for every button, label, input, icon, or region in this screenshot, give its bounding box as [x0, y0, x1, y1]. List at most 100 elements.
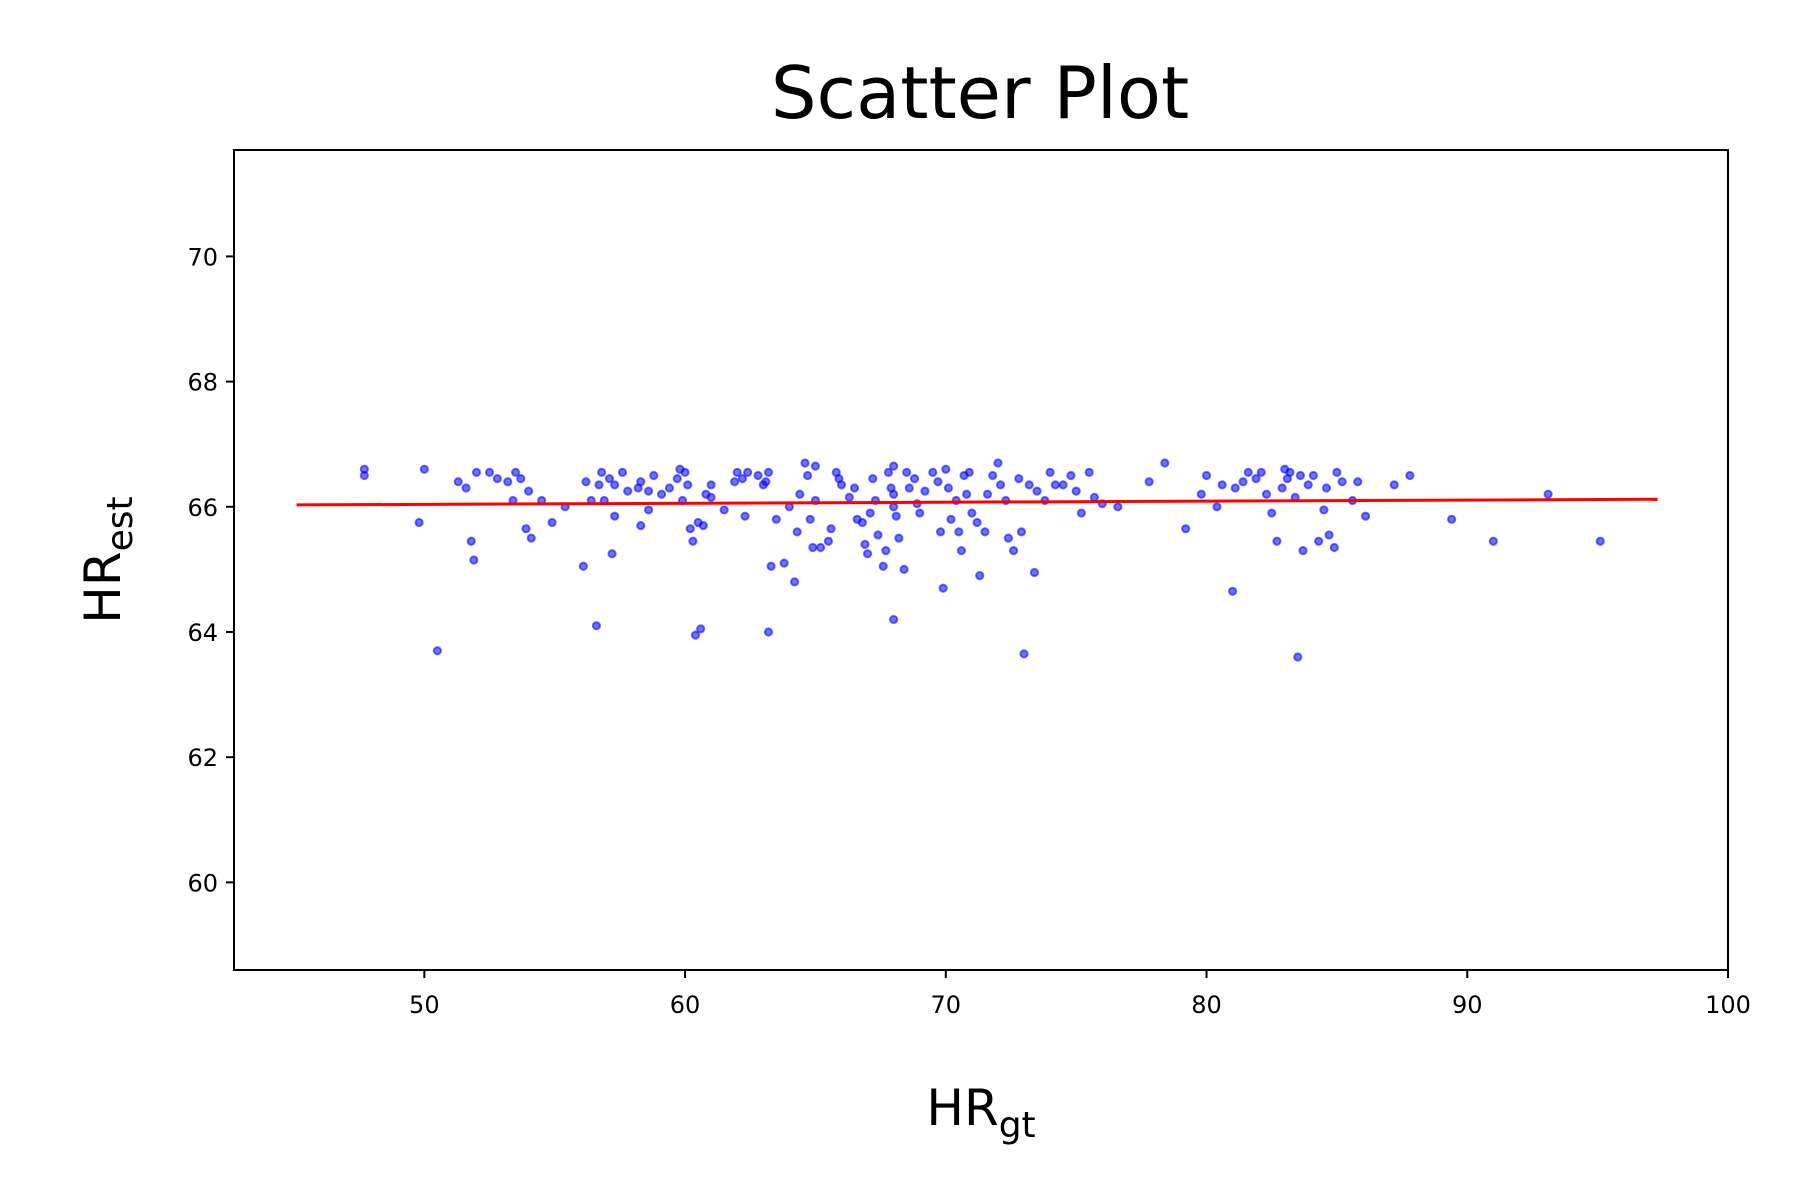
scatter-point — [1303, 480, 1313, 490]
y-tick-label: 66 — [187, 494, 218, 522]
scatter-point — [1319, 505, 1329, 515]
scatter-point — [1003, 533, 1013, 543]
scatter-point — [980, 527, 990, 537]
y-tick-label: 62 — [187, 744, 218, 772]
scatter-point — [414, 517, 424, 528]
scatter-point — [779, 558, 789, 568]
scatter-point — [962, 489, 972, 499]
scatter-point — [1160, 458, 1170, 468]
scatter-point — [503, 477, 513, 487]
scatter-point — [954, 527, 964, 537]
scatter-point — [964, 467, 974, 477]
scatter-point — [1084, 467, 1094, 477]
scatter-point — [484, 467, 495, 477]
x-tick-label: 80 — [1191, 991, 1222, 1019]
scatter-point — [803, 470, 813, 481]
x-tick-label: 50 — [409, 991, 440, 1019]
scatter-point — [795, 489, 805, 499]
scatter-point — [706, 480, 716, 490]
scatter-point — [816, 542, 826, 553]
x-axis-label-main: HR — [926, 1079, 998, 1137]
scatter-point — [1295, 470, 1305, 481]
scatter-point — [810, 461, 821, 471]
scatter-point — [698, 520, 708, 531]
scatter-point — [664, 483, 675, 493]
scatter-point — [956, 546, 967, 556]
plot-area: 50 60 70 80 90 100 60 62 64 66 68 70 — [187, 149, 1751, 1019]
scatter-point — [1212, 502, 1222, 512]
scatter-point — [1029, 567, 1040, 578]
scatter-point — [1228, 586, 1238, 596]
scatter-point — [688, 536, 698, 546]
x-axis-ticks: 50 60 70 80 90 100 — [409, 970, 1751, 1019]
scatter-point — [419, 464, 429, 474]
scatter-point — [889, 614, 899, 625]
scatter-point — [672, 474, 682, 484]
scatter-point — [1298, 546, 1308, 556]
scatter-point — [823, 536, 834, 546]
scatter-point — [1329, 542, 1339, 553]
scatter-point — [453, 477, 463, 487]
scatter-point — [1181, 524, 1191, 534]
scatter-point — [1256, 467, 1266, 477]
x-axis-label-sub: gt — [999, 1105, 1036, 1146]
x-tick-label: 90 — [1452, 991, 1483, 1019]
scatter-point — [526, 533, 536, 543]
scatter-point — [643, 486, 654, 496]
scatter-point — [719, 505, 729, 515]
scatter-point — [873, 530, 883, 540]
scatter-point — [610, 480, 620, 490]
scatter-point — [1337, 477, 1347, 487]
scatter-point — [995, 480, 1006, 490]
scatter-point — [1405, 470, 1415, 481]
scatter-point — [610, 511, 620, 521]
scatter-point — [1016, 527, 1027, 537]
scatter-point — [578, 561, 588, 571]
scatter-point — [826, 524, 836, 534]
scatter-point — [920, 486, 930, 496]
scatter-point — [581, 477, 591, 487]
scatter-point — [1293, 652, 1303, 662]
scatter-point — [510, 467, 521, 477]
scatter-point — [763, 627, 774, 637]
scatter-point — [1389, 480, 1399, 490]
scatter-point — [899, 564, 909, 574]
scatter-point — [1014, 474, 1024, 484]
scatter-point — [461, 483, 471, 493]
scatter-point — [808, 542, 818, 553]
scatter-point — [935, 527, 946, 537]
scatter-point — [889, 461, 899, 471]
scatter-point — [928, 467, 938, 477]
y-tick-label: 70 — [187, 243, 218, 271]
scatter-point — [938, 583, 948, 593]
scatter-point — [1332, 467, 1342, 477]
scatter-point — [881, 546, 891, 556]
scatter-point — [623, 486, 633, 496]
y-axis-label-sub: est — [100, 496, 141, 551]
scatter-point — [730, 477, 740, 487]
scatter-point — [524, 486, 534, 496]
scatter-point — [643, 505, 654, 515]
scatter-point — [471, 467, 482, 477]
scatter-point — [894, 533, 904, 543]
scatter-point — [1360, 511, 1371, 521]
scatter-point — [878, 561, 888, 571]
scatter-point — [800, 458, 810, 468]
scatter-point — [607, 549, 617, 559]
scatter-point — [763, 467, 774, 477]
scatter-point — [789, 577, 800, 587]
scatter-point — [761, 477, 771, 487]
scatter-point — [680, 467, 690, 477]
scatter-point — [771, 514, 781, 524]
scatter-point — [1113, 502, 1123, 512]
scatter-point — [1238, 477, 1248, 487]
scatter-point — [1019, 649, 1029, 659]
scatter-point — [521, 524, 531, 534]
scatter-point — [1045, 467, 1055, 477]
scatter-point — [617, 467, 628, 477]
scatter-point — [1217, 480, 1227, 490]
scatter-point — [1261, 489, 1272, 499]
scatter-point — [862, 549, 873, 559]
scatter-point — [1447, 514, 1457, 524]
scatter-points — [359, 458, 1605, 662]
